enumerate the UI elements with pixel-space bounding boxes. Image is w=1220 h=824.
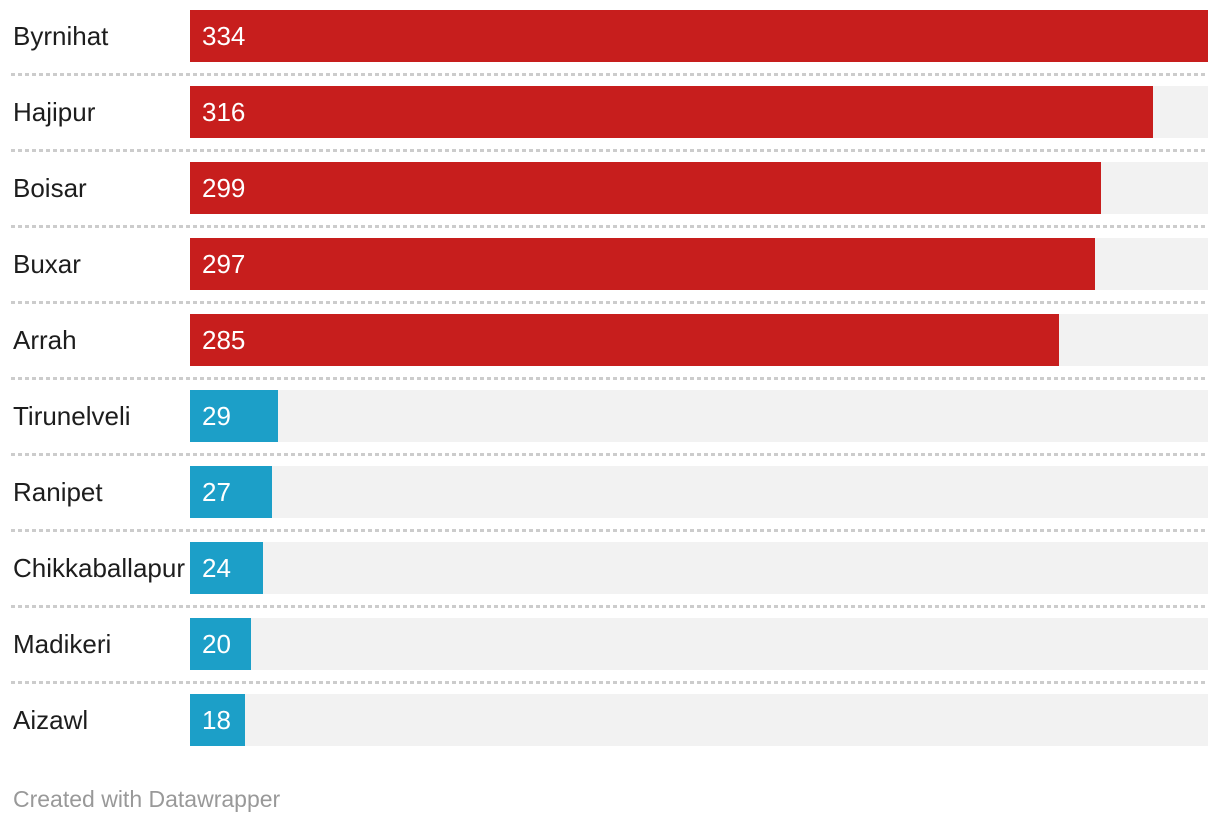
value-label: 18	[202, 704, 231, 735]
bar-track: 27	[190, 466, 1208, 518]
bar: 18	[190, 694, 245, 746]
bar-track: 285	[190, 314, 1208, 366]
bar-track: 20	[190, 618, 1208, 670]
chart-row: Byrnihat 334	[0, 0, 1220, 76]
category-label: Aizawl	[13, 704, 89, 735]
bar-track: 297	[190, 238, 1208, 290]
bar: 285	[190, 314, 1059, 366]
value-label: 20	[202, 628, 231, 659]
chart-row: Madikeri 20	[0, 605, 1220, 684]
bar: 334	[190, 10, 1208, 62]
bar-track: 18	[190, 694, 1208, 746]
category-label: Madikeri	[13, 628, 112, 659]
category-label: Chikkaballapur	[13, 552, 185, 583]
bar: 29	[190, 390, 279, 442]
chart-row: Aizawl 18	[0, 681, 1220, 760]
bar: 24	[190, 542, 264, 594]
bar-chart: Byrnihat 334 Hajipur 316 Boisar 299 Buxa…	[0, 0, 1220, 760]
bar-track: 24	[190, 542, 1208, 594]
value-label: 316	[202, 96, 246, 127]
chart-row: Arrah 285	[0, 301, 1220, 380]
category-label: Tirunelveli	[13, 400, 131, 431]
value-label: 297	[202, 248, 246, 279]
datawrapper-attribution-link[interactable]: Created with Datawrapper	[13, 786, 281, 812]
bar: 27	[190, 466, 273, 518]
chart-row: Buxar 297	[0, 225, 1220, 304]
bar: 20	[190, 618, 251, 670]
category-label: Buxar	[13, 248, 81, 279]
bar: 299	[190, 162, 1102, 214]
category-label: Byrnihat	[13, 20, 109, 51]
bar-track: 316	[190, 86, 1208, 138]
bar-track: 29	[190, 390, 1208, 442]
chart-row: Ranipet 27	[0, 453, 1220, 532]
value-label: 24	[202, 552, 231, 583]
bar-track: 334	[190, 10, 1208, 62]
bar: 297	[190, 238, 1096, 290]
chart-row: Hajipur 316	[0, 73, 1220, 152]
bar-track: 299	[190, 162, 1208, 214]
bar: 316	[190, 86, 1154, 138]
chart-row: Chikkaballapur 24	[0, 529, 1220, 608]
category-label: Ranipet	[13, 476, 103, 507]
category-label: Hajipur	[13, 96, 96, 127]
category-label: Boisar	[13, 172, 87, 203]
value-label: 334	[202, 20, 246, 51]
value-label: 299	[202, 172, 246, 203]
category-label: Arrah	[13, 324, 77, 355]
value-label: 285	[202, 324, 246, 355]
chart-row: Tirunelveli 29	[0, 377, 1220, 456]
value-label: 27	[202, 476, 231, 507]
chart-row: Boisar 299	[0, 149, 1220, 228]
value-label: 29	[202, 400, 231, 431]
